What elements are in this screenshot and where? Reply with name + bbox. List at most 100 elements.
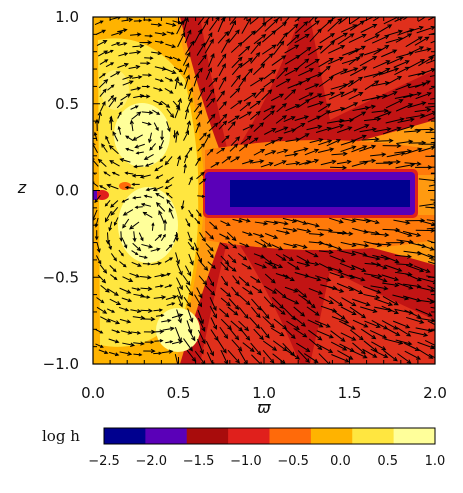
velocity-arrow xyxy=(397,118,414,123)
velocity-arrow-head xyxy=(221,147,226,152)
velocity-arrow-head xyxy=(384,232,390,238)
velocity-arrow-head xyxy=(444,308,448,312)
velocity-arrow xyxy=(316,330,334,339)
velocity-arrow xyxy=(327,17,337,24)
velocity-arrow xyxy=(199,260,208,271)
velocity-arrow-head xyxy=(346,159,352,165)
velocity-arrow xyxy=(249,111,261,120)
velocity-arrow-head xyxy=(314,20,320,25)
velocity-arrow xyxy=(195,122,201,134)
velocity-arrow-head xyxy=(237,346,243,352)
velocity-arrow-head xyxy=(438,302,442,305)
velocity-arrow-head xyxy=(144,163,149,167)
velocity-arrow xyxy=(363,340,378,352)
velocity-arrow xyxy=(315,127,331,133)
velocity-arrow-head xyxy=(440,226,444,230)
velocity-arrow xyxy=(106,232,109,244)
velocity-arrow xyxy=(329,217,343,223)
velocity-arrow-head xyxy=(382,334,388,339)
velocity-arrow xyxy=(176,232,178,241)
velocity-arrow-head xyxy=(165,192,170,196)
velocity-arrow xyxy=(159,140,165,150)
velocity-arrow xyxy=(428,184,435,187)
velocity-arrow-head xyxy=(93,217,96,222)
velocity-arrow xyxy=(284,327,296,339)
velocity-arrow xyxy=(112,172,120,176)
velocity-arrow-head xyxy=(261,33,267,39)
velocity-arrow-head xyxy=(416,232,422,238)
velocity-arrow-head xyxy=(377,273,383,279)
velocity-arrow xyxy=(118,126,122,135)
velocity-arrow xyxy=(362,348,377,358)
velocity-arrow xyxy=(305,83,319,91)
velocity-arrow-head xyxy=(169,113,175,119)
velocity-arrow xyxy=(165,184,173,189)
velocity-arrow xyxy=(182,17,187,24)
velocity-arrow-head xyxy=(222,113,228,119)
velocity-arrow xyxy=(330,32,348,43)
velocity-arrow xyxy=(395,33,412,43)
velocity-arrow-head xyxy=(272,346,278,351)
velocity-arrow xyxy=(417,348,433,359)
velocity-arrow-head xyxy=(185,62,190,68)
velocity-arrow xyxy=(326,243,342,251)
velocity-arrow-head xyxy=(200,86,205,92)
velocity-arrow xyxy=(197,143,205,152)
velocity-arrow xyxy=(249,17,260,25)
velocity-arrow xyxy=(395,103,413,112)
velocity-arrow-head xyxy=(123,62,129,68)
velocity-arrow-head xyxy=(245,45,251,51)
velocity-arrow-head xyxy=(140,202,146,207)
velocity-arrow xyxy=(260,307,270,319)
velocity-arrow-head xyxy=(442,330,446,334)
velocity-arrow-head xyxy=(362,354,368,359)
velocity-arrow-head xyxy=(201,237,206,243)
velocity-arrow xyxy=(394,150,412,154)
velocity-arrow-head xyxy=(148,110,154,115)
velocity-arrow-head xyxy=(337,246,343,251)
velocity-arrow-head xyxy=(234,335,240,341)
velocity-arrow-head xyxy=(233,310,239,316)
velocity-arrow xyxy=(208,53,215,67)
velocity-arrow-head xyxy=(259,233,265,238)
velocity-arrow-head xyxy=(248,159,254,164)
velocity-arrow xyxy=(238,307,249,319)
velocity-arrow xyxy=(284,44,299,54)
velocity-arrow-head xyxy=(128,17,134,23)
velocity-arrow-head xyxy=(223,334,229,340)
velocity-arrow xyxy=(218,63,226,77)
velocity-arrow xyxy=(404,342,420,351)
velocity-arrow-head xyxy=(197,156,201,162)
velocity-arrow xyxy=(155,314,164,317)
velocity-arrow xyxy=(361,138,379,141)
velocity-arrow xyxy=(328,91,345,100)
velocity-arrow xyxy=(396,140,413,145)
velocity-arrow-head xyxy=(97,260,102,265)
velocity-arrow xyxy=(383,349,398,362)
velocity-arrow-head xyxy=(362,252,368,257)
velocity-arrow-head xyxy=(326,361,331,364)
velocity-arrow xyxy=(308,329,322,341)
velocity-arrow xyxy=(303,20,320,33)
velocity-arrow-head xyxy=(224,245,229,250)
velocity-arrow xyxy=(107,240,112,250)
velocity-arrow-head xyxy=(110,84,115,88)
velocity-arrow xyxy=(395,83,411,91)
x-tick-label: 0.5 xyxy=(167,384,191,402)
velocity-arrow-head xyxy=(122,211,128,216)
velocity-arrow xyxy=(414,108,431,113)
velocity-arrow xyxy=(185,218,191,227)
velocity-arrow-head xyxy=(443,181,447,185)
velocity-arrow-head xyxy=(314,158,320,164)
velocity-arrow-head xyxy=(343,32,349,37)
velocity-arrow-head xyxy=(211,264,216,270)
velocity-arrow-head xyxy=(329,299,335,304)
velocity-arrow-head xyxy=(279,304,285,309)
velocity-arrow xyxy=(131,76,142,79)
velocity-arrow-head xyxy=(197,302,203,308)
velocity-arrow-head xyxy=(158,210,163,216)
velocity-arrow xyxy=(327,266,342,273)
velocity-arrow-head xyxy=(113,222,118,227)
velocity-arrow-head xyxy=(349,33,355,38)
velocity-arrow-head xyxy=(246,17,251,23)
